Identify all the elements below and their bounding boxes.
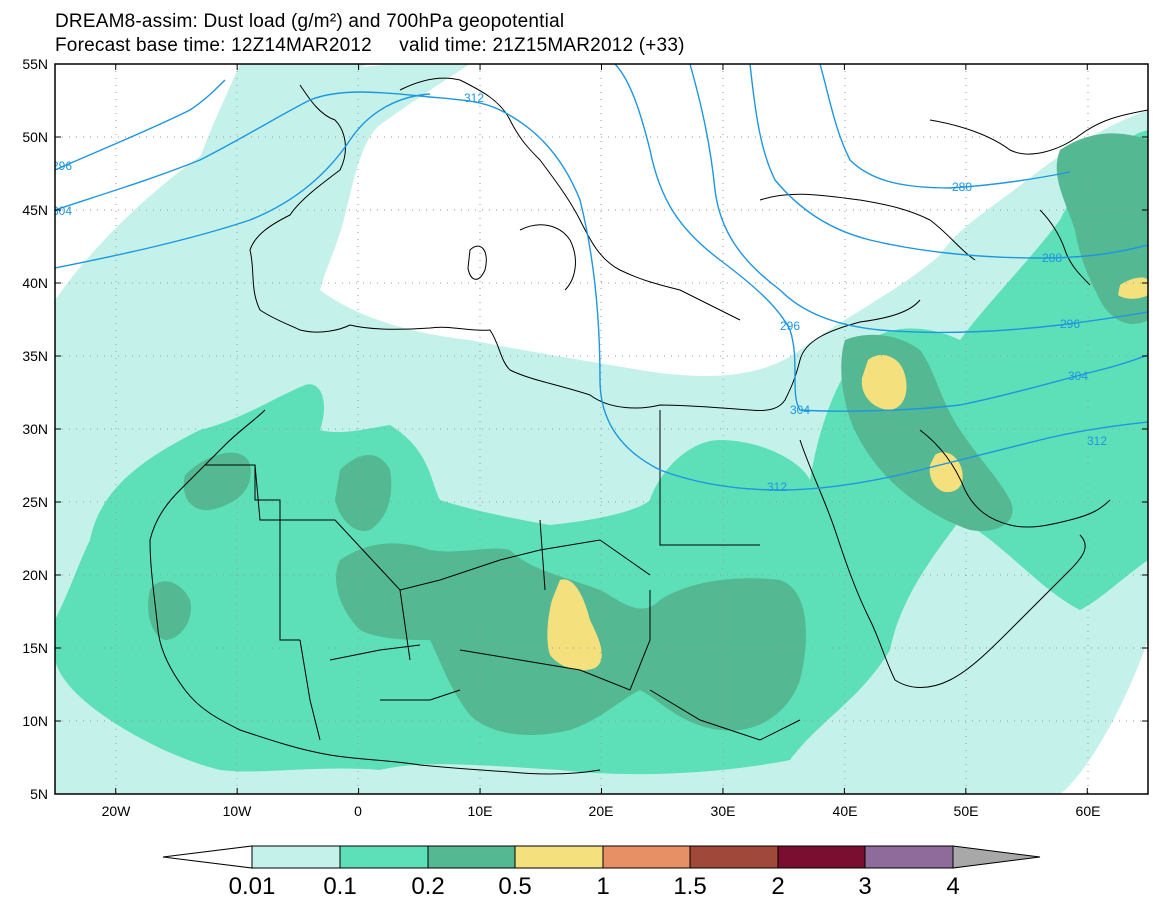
lat-tick-label: 5N [30, 786, 48, 802]
contour-label: 288 [1042, 251, 1062, 265]
longitude-labels: 20W 10W 0 10E 20E 30E 40E 50E 60E [102, 803, 1101, 819]
lon-tick-label: 40E [833, 803, 858, 819]
colorbar-label: 4 [946, 873, 959, 900]
colorbar-over-arrow [952, 845, 1041, 869]
lat-tick-label: 15N [22, 640, 48, 656]
geopotential-contours [55, 64, 1148, 491]
lat-tick-label: 20N [22, 567, 48, 583]
dust-load-layer-0p1 [55, 130, 1148, 775]
lon-tick-label: 0 [354, 803, 362, 819]
lon-tick-label: 10W [223, 803, 253, 819]
colorbar-label: 0.1 [323, 873, 356, 900]
colorbar-label: 1 [596, 873, 609, 900]
colorbar-swatch [514, 845, 604, 869]
lat-tick-label: 25N [22, 494, 48, 510]
colorbar-swatch [602, 845, 691, 869]
lon-tick-label: 20W [102, 803, 132, 819]
colorbar-label: 0.01 [229, 873, 276, 900]
colorbar-swatch [864, 845, 954, 869]
contour-label: 304 [1068, 369, 1088, 383]
contour-label: 296 [780, 319, 800, 333]
map-plot-area: 296 304 312 280 288 296 304 312 296 304 … [52, 64, 1148, 794]
colorbar-swatch [427, 845, 516, 869]
map-title: DREAM8-assim: Dust load (g/m²) and 700hP… [55, 11, 565, 32]
colorbar-under-arrow [162, 845, 253, 869]
contour-label: 296 [1060, 317, 1080, 331]
contour-label: 312 [767, 480, 787, 494]
contour-label: 304 [52, 204, 72, 218]
contour-label: 280 [952, 180, 972, 194]
contour-label: 296 [52, 159, 72, 173]
lon-tick-label: 20E [589, 803, 614, 819]
contour-label: 312 [1087, 434, 1107, 448]
forecast-time-subtitle: Forecast base time: 12Z14MAR2012 valid t… [55, 35, 685, 56]
contour-label: 304 [790, 403, 810, 417]
gridlines [55, 64, 1148, 794]
latitude-labels: 55N 50N 45N 40N 35N 30N 25N 20N 15N 10N … [22, 56, 48, 802]
colorbar-swatch [777, 845, 866, 869]
lat-tick-label: 30N [22, 421, 48, 437]
colorbar-label: 0.2 [411, 873, 444, 900]
lat-tick-label: 35N [22, 348, 48, 364]
axis-ticks [55, 63, 1148, 795]
colorbar-swatch [689, 845, 779, 869]
coastlines-borders [149, 77, 1148, 775]
colorbar-label: 2 [771, 873, 784, 900]
colorbar: 0.01 0.1 0.2 0.5 1 1.5 2 3 4 [162, 845, 1041, 900]
colorbar-label: 1.5 [673, 873, 706, 900]
lat-tick-label: 45N [22, 202, 48, 218]
lon-tick-label: 50E [954, 803, 979, 819]
lat-tick-label: 55N [22, 56, 48, 72]
dust-load-layer-0p5 [547, 277, 1148, 671]
colorbar-swatch [251, 845, 341, 869]
colorbar-label: 3 [858, 873, 871, 900]
colorbar-label: 0.5 [498, 873, 531, 900]
lon-tick-label: 10E [468, 803, 493, 819]
lat-tick-label: 40N [22, 275, 48, 291]
lon-tick-label: 60E [1076, 803, 1101, 819]
lat-tick-label: 50N [22, 129, 48, 145]
colorbar-swatch [339, 845, 429, 869]
contour-labels: 296 304 312 280 288 296 304 312 296 304 … [52, 91, 1107, 494]
lat-tick-label: 10N [22, 713, 48, 729]
contour-label: 312 [464, 91, 484, 105]
lon-tick-label: 30E [711, 803, 736, 819]
